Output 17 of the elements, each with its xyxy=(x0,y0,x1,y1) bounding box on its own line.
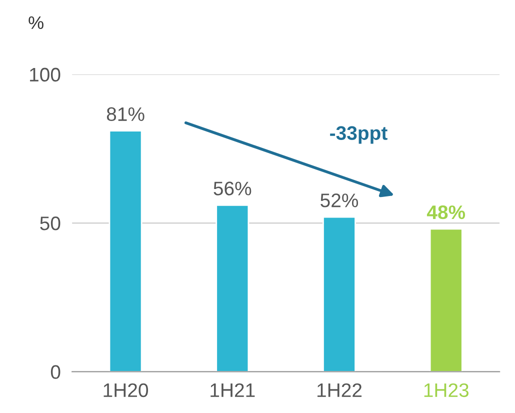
y-axis-title: % xyxy=(28,16,44,30)
x-tick-label: 1H23 xyxy=(424,383,469,398)
data-label: 48% xyxy=(426,205,466,220)
data-label: 52% xyxy=(320,194,358,208)
bar xyxy=(322,216,356,372)
y-tick-label: 50 xyxy=(40,216,60,230)
x-tick-label: 1H21 xyxy=(210,383,255,397)
y-tick-label: 100 xyxy=(30,68,60,82)
data-label: 56% xyxy=(214,182,252,196)
x-tick-label: 1H22 xyxy=(318,383,362,397)
bar xyxy=(216,204,250,372)
annotation: -33ppt xyxy=(330,126,388,144)
data-label: 81% xyxy=(106,107,144,122)
x-tick-label: 1H20 xyxy=(104,383,148,398)
bar xyxy=(429,228,463,372)
y-tick-label: 0 xyxy=(50,365,60,379)
bar xyxy=(108,130,142,372)
